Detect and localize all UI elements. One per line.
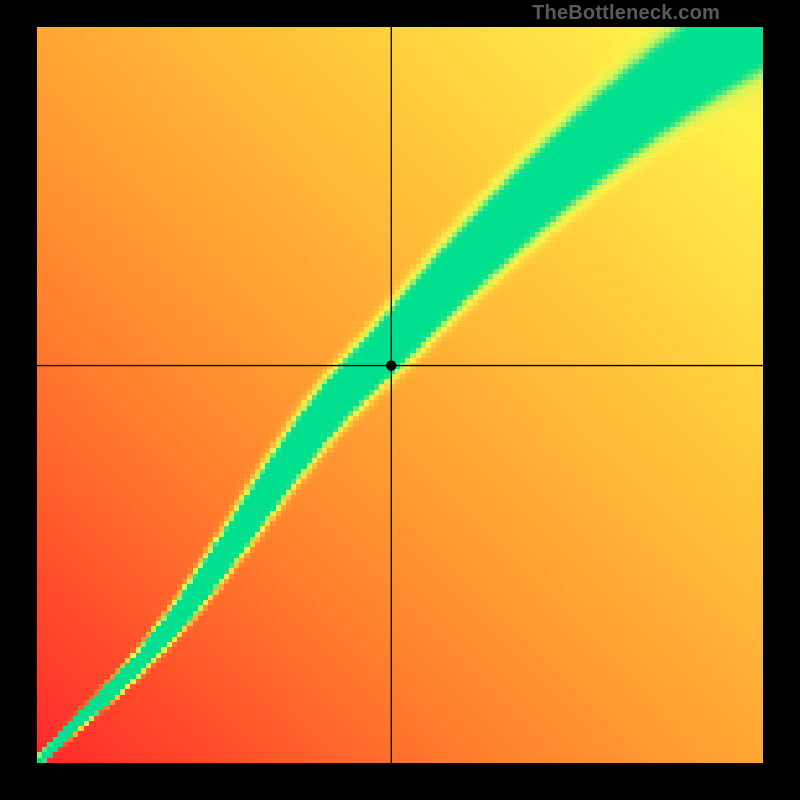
attribution-text: TheBottleneck.com xyxy=(532,2,720,25)
bottleneck-heatmap xyxy=(37,27,763,763)
